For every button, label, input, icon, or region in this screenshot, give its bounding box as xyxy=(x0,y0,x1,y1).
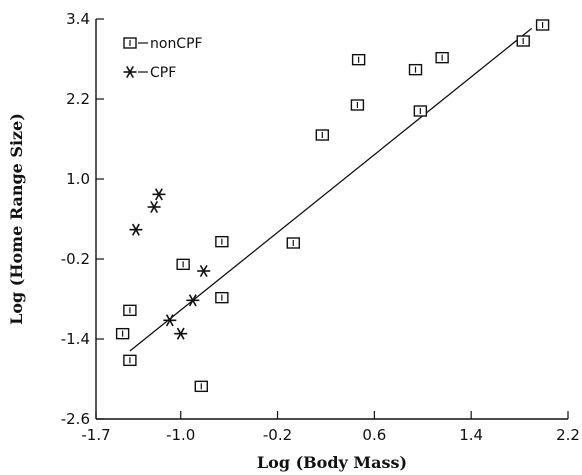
noncpf-point xyxy=(516,35,530,47)
cpf-point xyxy=(129,223,143,236)
noncpf-point xyxy=(286,237,300,249)
x-axis-ticks: -1.7 -1.0 -0.2 0.6 1.4 2.2 xyxy=(81,411,580,444)
x-tick-label: 1.4 xyxy=(459,426,483,444)
legend: nonCPF CPF xyxy=(123,36,203,81)
noncpf-point xyxy=(115,327,130,340)
cpf-point xyxy=(152,188,166,201)
noncpf-point xyxy=(194,380,208,393)
legend-square-glyph xyxy=(123,37,137,49)
cpf-point xyxy=(163,314,177,327)
noncpf-point xyxy=(435,51,449,64)
y-tick-label: -2.6 xyxy=(61,410,90,428)
data-points xyxy=(115,19,550,393)
x-tick-label: -1.7 xyxy=(81,426,110,444)
legend-asterisk-glyph xyxy=(123,65,137,79)
cpf-point xyxy=(147,200,161,214)
x-tick-label: -1.0 xyxy=(166,426,195,444)
noncpf-point xyxy=(123,354,137,367)
noncpf-point xyxy=(215,291,229,304)
regression-line xyxy=(129,27,533,352)
noncpf-point xyxy=(413,105,428,117)
legend-label-noncpf: nonCPF xyxy=(150,36,203,52)
legend-item-cpf: CPF xyxy=(123,65,176,81)
y-axis-title: Log (Home Range Size) xyxy=(7,113,26,325)
x-tick-label: 2.2 xyxy=(556,426,580,444)
y-tick-label: -1.4 xyxy=(61,330,90,348)
noncpf-point xyxy=(350,99,365,111)
y-tick-label: -0.2 xyxy=(61,250,90,268)
y-tick-label: 1.0 xyxy=(66,170,90,188)
x-axis-title: Log (Body Mass) xyxy=(257,453,407,472)
noncpf-point xyxy=(176,258,190,271)
y-tick-label: 3.4 xyxy=(66,10,90,28)
noncpf-point xyxy=(123,304,137,317)
x-tick-label: -0.2 xyxy=(263,426,292,444)
plot-frame xyxy=(95,19,568,420)
legend-label-cpf: CPF xyxy=(150,65,176,81)
noncpf-point xyxy=(315,129,330,141)
noncpf-point xyxy=(215,235,229,248)
cpf-point xyxy=(174,327,188,340)
noncpf-point xyxy=(351,53,366,66)
y-tick-label: 2.2 xyxy=(66,90,90,108)
legend-asterisk-marker xyxy=(123,65,137,79)
noncpf-point xyxy=(408,63,423,76)
cpf-point xyxy=(186,294,200,307)
legend-item-noncpf: nonCPF xyxy=(123,36,203,52)
cpf-point xyxy=(197,264,211,278)
x-tick-label: 0.6 xyxy=(362,426,386,444)
y-axis-ticks: 3.4 2.2 1.0 -0.2 -1.4 -2.6 xyxy=(61,10,104,428)
noncpf-point xyxy=(535,19,550,31)
legend-square-marker xyxy=(123,37,137,49)
